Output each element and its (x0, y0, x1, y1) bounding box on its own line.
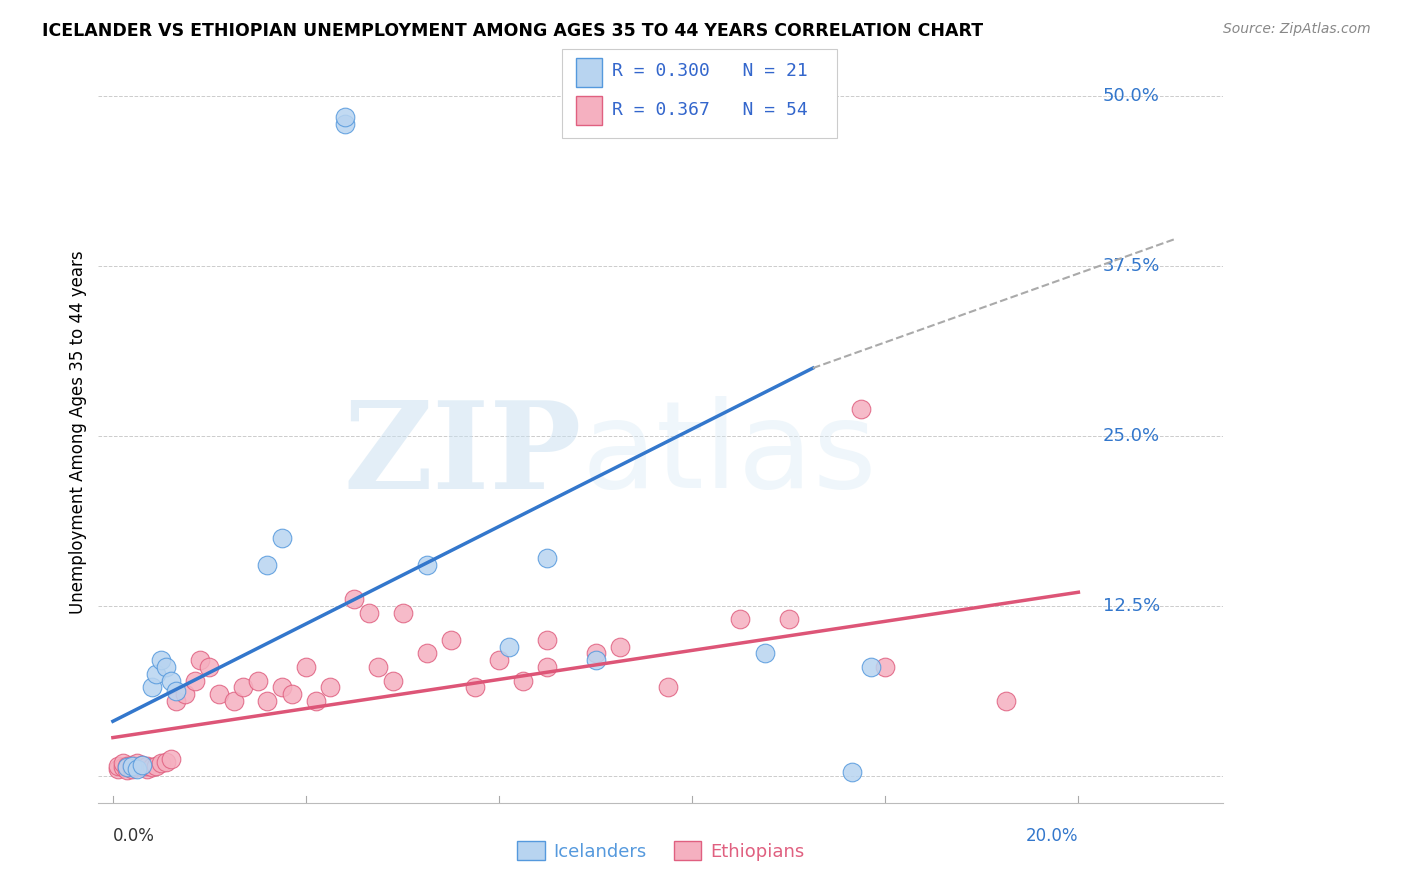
Point (117, 759, 139, 773)
Point (994, 694, 1017, 708)
Point (256, 694, 278, 708)
Point (754, 646, 776, 660)
Point (107, 759, 129, 773)
Point (222, 694, 245, 708)
Text: 37.5%: 37.5% (1102, 257, 1160, 276)
Point (145, 666, 167, 681)
Point (121, 762, 143, 776)
Point (232, 681, 254, 695)
Point (305, 694, 328, 708)
Point (875, 660, 897, 674)
Point (155, 755, 177, 769)
Point (160, 673, 183, 688)
Point (464, 681, 486, 695)
Point (150, 756, 173, 771)
Point (117, 763, 139, 777)
Point (778, 612, 800, 626)
Point (117, 760, 139, 774)
Point (174, 687, 197, 701)
Point (125, 760, 148, 774)
Text: 12.5%: 12.5% (1102, 597, 1160, 615)
Point (512, 673, 534, 688)
Point (859, 660, 882, 674)
Point (125, 756, 148, 771)
Point (319, 681, 342, 695)
Point (609, 640, 631, 654)
Point (141, 760, 163, 774)
Point (270, 531, 292, 545)
Point (150, 653, 173, 667)
Point (111, 760, 134, 774)
Point (135, 759, 157, 773)
Point (141, 681, 163, 695)
Point (440, 632, 463, 647)
Point (536, 551, 558, 566)
Point (131, 757, 153, 772)
Text: 20.0%: 20.0% (1026, 827, 1078, 846)
Point (270, 681, 292, 695)
Point (208, 687, 231, 701)
Point (107, 762, 129, 776)
Point (391, 606, 413, 620)
Point (488, 653, 510, 667)
Point (333, 110, 356, 124)
Text: ZIP: ZIP (344, 396, 582, 514)
Point (165, 684, 187, 698)
Text: atlas: atlas (582, 396, 877, 513)
Text: R = 0.367   N = 54: R = 0.367 N = 54 (612, 101, 807, 119)
Point (111, 756, 134, 771)
Text: R = 0.300   N = 21: R = 0.300 N = 21 (612, 62, 807, 80)
Point (131, 757, 153, 772)
Point (849, 401, 872, 416)
Point (367, 660, 389, 674)
Point (198, 660, 221, 674)
Point (841, 764, 863, 779)
Point (730, 612, 752, 626)
Text: 0.0%: 0.0% (112, 827, 155, 846)
Point (585, 653, 607, 667)
Point (121, 759, 143, 773)
Point (188, 653, 211, 667)
Y-axis label: Unemployment Among Ages 35 to 44 years: Unemployment Among Ages 35 to 44 years (69, 251, 87, 615)
Point (381, 673, 404, 688)
Point (165, 694, 187, 708)
Point (498, 640, 520, 654)
Point (585, 646, 607, 660)
Point (145, 759, 167, 773)
Point (536, 632, 558, 647)
Text: 50.0%: 50.0% (1102, 87, 1160, 105)
Point (357, 606, 380, 620)
Point (657, 681, 679, 695)
Point (160, 752, 183, 766)
Point (280, 687, 302, 701)
Point (415, 558, 437, 572)
Text: Source: ZipAtlas.com: Source: ZipAtlas.com (1223, 22, 1371, 37)
Point (415, 646, 437, 660)
Point (131, 760, 153, 774)
Text: 25.0%: 25.0% (1102, 427, 1160, 445)
Point (135, 762, 157, 776)
Point (121, 757, 143, 772)
Point (184, 673, 207, 688)
Point (295, 660, 318, 674)
Point (536, 660, 558, 674)
Legend: Icelanders, Ethiopians: Icelanders, Ethiopians (510, 834, 811, 868)
Point (155, 660, 177, 674)
Point (125, 762, 148, 776)
Point (256, 558, 278, 572)
Text: ICELANDER VS ETHIOPIAN UNEMPLOYMENT AMONG AGES 35 TO 44 YEARS CORRELATION CHART: ICELANDER VS ETHIOPIAN UNEMPLOYMENT AMON… (42, 22, 983, 40)
Point (333, 117, 356, 131)
Point (343, 592, 366, 607)
Point (246, 673, 269, 688)
